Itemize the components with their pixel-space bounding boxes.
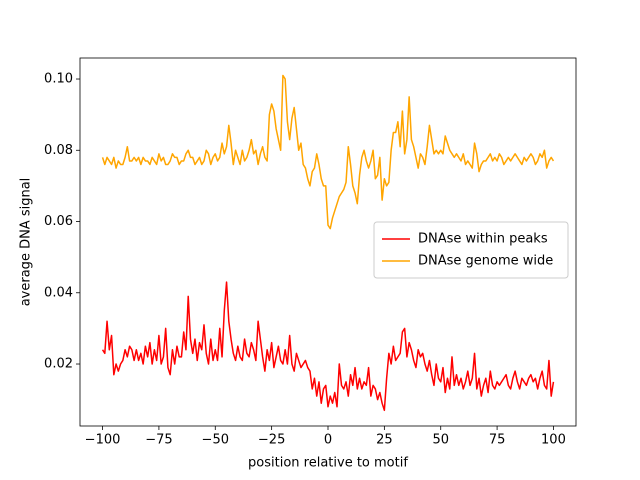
x-axis-label: position relative to motif — [248, 456, 408, 471]
y-tick-label: 0.06 — [44, 214, 73, 229]
x-tick-label: −100 — [85, 433, 121, 448]
y-tick-label: 0.10 — [44, 72, 73, 87]
x-tick-label: 100 — [541, 433, 566, 448]
legend-label: DNAse genome wide — [418, 254, 553, 269]
plot-frame — [79, 57, 577, 427]
data-line — [101, 281, 555, 412]
x-tick-label: −50 — [202, 433, 229, 448]
y-axis-label: average DNA signal — [19, 178, 34, 307]
x-tick-label: 75 — [489, 433, 506, 448]
legend-box — [373, 221, 569, 279]
x-tick-label: 25 — [376, 433, 393, 448]
y-tick-label: 0.04 — [44, 285, 73, 300]
x-tick-label: −75 — [145, 433, 172, 448]
x-tick-label: 0 — [324, 433, 332, 448]
x-tick-label: 50 — [432, 433, 449, 448]
x-tick-label: −25 — [258, 433, 285, 448]
legend-label: DNAse within peaks — [418, 232, 548, 247]
y-tick-label: 0.08 — [44, 143, 73, 158]
legend: DNAse within peaks DNAse genome wide — [373, 221, 569, 279]
data-line — [101, 74, 555, 230]
y-tick-label: 0.02 — [44, 357, 73, 372]
